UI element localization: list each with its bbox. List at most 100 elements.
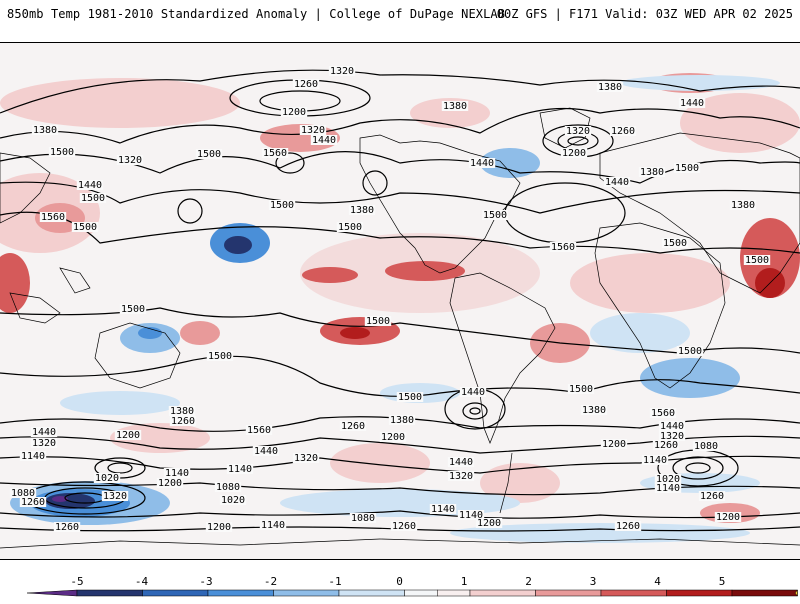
contour-label-bg — [101, 491, 129, 501]
contour-label-bg — [79, 193, 107, 203]
contour-label: 1320 — [301, 125, 325, 136]
contour-label-bg — [30, 438, 58, 448]
contour-label-bg — [481, 210, 509, 220]
contour-label-bg — [396, 392, 424, 402]
contour-label-bg — [292, 453, 320, 463]
contour-label: 1140 — [228, 464, 252, 475]
contour-label-bg — [71, 222, 99, 232]
contour-label: 1500 — [483, 210, 507, 221]
anomaly-colorbar: -5 -4 -3 -2 -1 0 1 2 3 4 5 — [0, 560, 800, 600]
contour-label-bg — [614, 521, 642, 531]
contour-label-bg — [195, 149, 223, 159]
contour-label-bg — [169, 416, 197, 426]
colorbar-swatch-plus-1 — [469, 589, 536, 597]
contour-label-bg — [39, 212, 67, 222]
contour-label-bg — [259, 520, 287, 530]
contour-label: 1440 — [312, 135, 336, 146]
colorbar-swatch-minus-1 — [338, 589, 405, 597]
contour-label-bg — [163, 468, 191, 478]
contour-label-bg — [219, 495, 247, 505]
contour-labels: 1320126012001380132014401560150013801500… — [9, 66, 771, 533]
contour-label-bg — [698, 491, 726, 501]
contour-label-bg — [678, 98, 706, 108]
contour-label: 1260 — [21, 497, 45, 508]
contour-label-bg — [214, 482, 242, 492]
contour-label: 1380 — [33, 125, 57, 136]
contour-label: 1200 — [381, 432, 405, 443]
contour-label: 1500 — [663, 238, 687, 249]
colorbar-tick-label: -2 — [264, 575, 277, 588]
contour-label-bg — [379, 432, 407, 442]
colorbar-swatch-minus-4 — [142, 589, 209, 597]
contour-label: 1080 — [216, 482, 240, 493]
contour-label: 1260 — [171, 416, 195, 427]
colorbar-swatch-zero-high — [437, 589, 471, 597]
colorbar-swatch-minus-2 — [273, 589, 340, 597]
contour-label-bg — [661, 238, 689, 248]
colorbar-swatches — [26, 589, 798, 597]
contour-label-bg — [596, 82, 624, 92]
contour-label-bg — [205, 522, 233, 532]
contour-label-bg — [19, 497, 47, 507]
contour-label-bg — [348, 205, 376, 215]
contour-label-bg — [447, 457, 475, 467]
contour-label: 1140 — [656, 483, 680, 494]
contour-label: 1140 — [165, 468, 189, 479]
anomaly-shading — [0, 43, 800, 559]
contour-label: 1560 — [41, 212, 65, 223]
contour-label-bg — [654, 474, 682, 484]
contour-label: 1320 — [294, 453, 318, 464]
contour-label: 1380 — [443, 101, 467, 112]
contour-label-bg — [676, 346, 704, 356]
contour-label-bg — [429, 504, 457, 514]
contour-label-bg — [560, 148, 588, 158]
contour-label-bg — [388, 415, 416, 425]
contour-label-bg — [649, 408, 677, 418]
contour-label-bg — [268, 200, 296, 210]
contour-label: 1440 — [32, 427, 56, 438]
contour-label: 1500 — [745, 255, 769, 266]
contour-label-bg — [114, 430, 142, 440]
contour-label: 1500 — [569, 384, 593, 395]
colorbar-swatch-plus-3 — [600, 589, 667, 597]
colorbar-below-min-arrow — [26, 589, 78, 597]
contour-label: 1380 — [390, 415, 414, 426]
contour-label-bg — [9, 488, 37, 498]
contour-label-bg — [280, 107, 308, 117]
contour-label-bg — [441, 101, 469, 111]
colorbar-tick-label: 0 — [396, 575, 403, 588]
contour-label: 1440 — [605, 177, 629, 188]
contour-label: 1320 — [660, 431, 684, 442]
contour-label-bg — [292, 79, 320, 89]
contour-label-bg — [19, 451, 47, 461]
contour-label: 1200 — [477, 518, 501, 529]
contour-label: 1500 — [398, 392, 422, 403]
contour-label: 1200 — [282, 107, 306, 118]
contour-label: 1440 — [449, 457, 473, 468]
contour-label: 1380 — [170, 406, 194, 417]
contour-label: 1320 — [32, 438, 56, 449]
contour-label-bg — [729, 200, 757, 210]
contour-label: 1260 — [294, 79, 318, 90]
contour-label: 1380 — [640, 167, 664, 178]
contour-label: 1080 — [11, 488, 35, 499]
contour-label-bg — [76, 180, 104, 190]
contour-label-bg — [261, 148, 289, 158]
contour-label-bg — [714, 512, 742, 522]
contour-label: 1440 — [254, 446, 278, 457]
colorbar-above-max-arrow — [794, 589, 798, 597]
colorbar-swatch-plus-4 — [666, 589, 733, 597]
contour-label-bg — [468, 158, 496, 168]
contour-label: 1500 — [678, 346, 702, 357]
contour-label-bg — [603, 177, 631, 187]
colorbar-tick-label: -1 — [328, 575, 341, 588]
contour-label: 1080 — [351, 513, 375, 524]
contour-label: 1260 — [700, 491, 724, 502]
contour-label: 1320 — [103, 491, 127, 502]
contour-label-bg — [226, 464, 254, 474]
contour-label: 1560 — [263, 148, 287, 159]
contour-label: 1380 — [582, 405, 606, 416]
contour-label: 1260 — [392, 521, 416, 532]
colorbar-swatch-minus-5 — [76, 589, 143, 597]
contour-label: 1200 — [716, 512, 740, 523]
